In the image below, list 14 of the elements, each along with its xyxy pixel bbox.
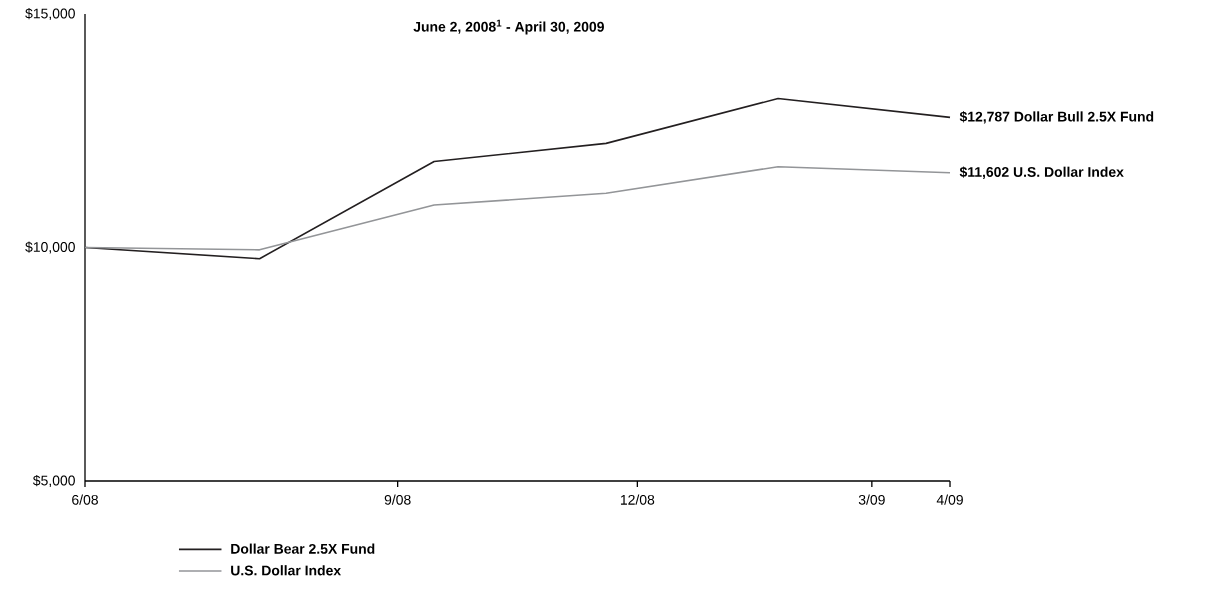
y-tick-label: $10,000 xyxy=(25,241,75,254)
legend-label: U.S. Dollar Index xyxy=(231,565,341,576)
x-tick-label: 12/08 xyxy=(620,494,655,505)
y-tick-label: $15,000 xyxy=(25,7,75,21)
annotation: $11,602 U.S. Dollar Index xyxy=(959,166,1124,179)
x-tick-label: 3/09 xyxy=(858,494,885,505)
chart-title: June 2, 2008$^{1}$ - April 30, 2009 xyxy=(413,19,604,35)
y-tick-label: $5,000 xyxy=(32,474,75,488)
x-tick-label: 6/08 xyxy=(72,494,98,505)
x-tick-label: 9/08 xyxy=(384,494,411,505)
x-tick-label: 4/09 xyxy=(936,494,963,505)
annotation: $12,787 Dollar Bull 2.5X Fund xyxy=(959,111,1154,124)
legend-label: Dollar Bear 2.5X Fund xyxy=(231,543,375,554)
line-series xyxy=(84,165,951,251)
